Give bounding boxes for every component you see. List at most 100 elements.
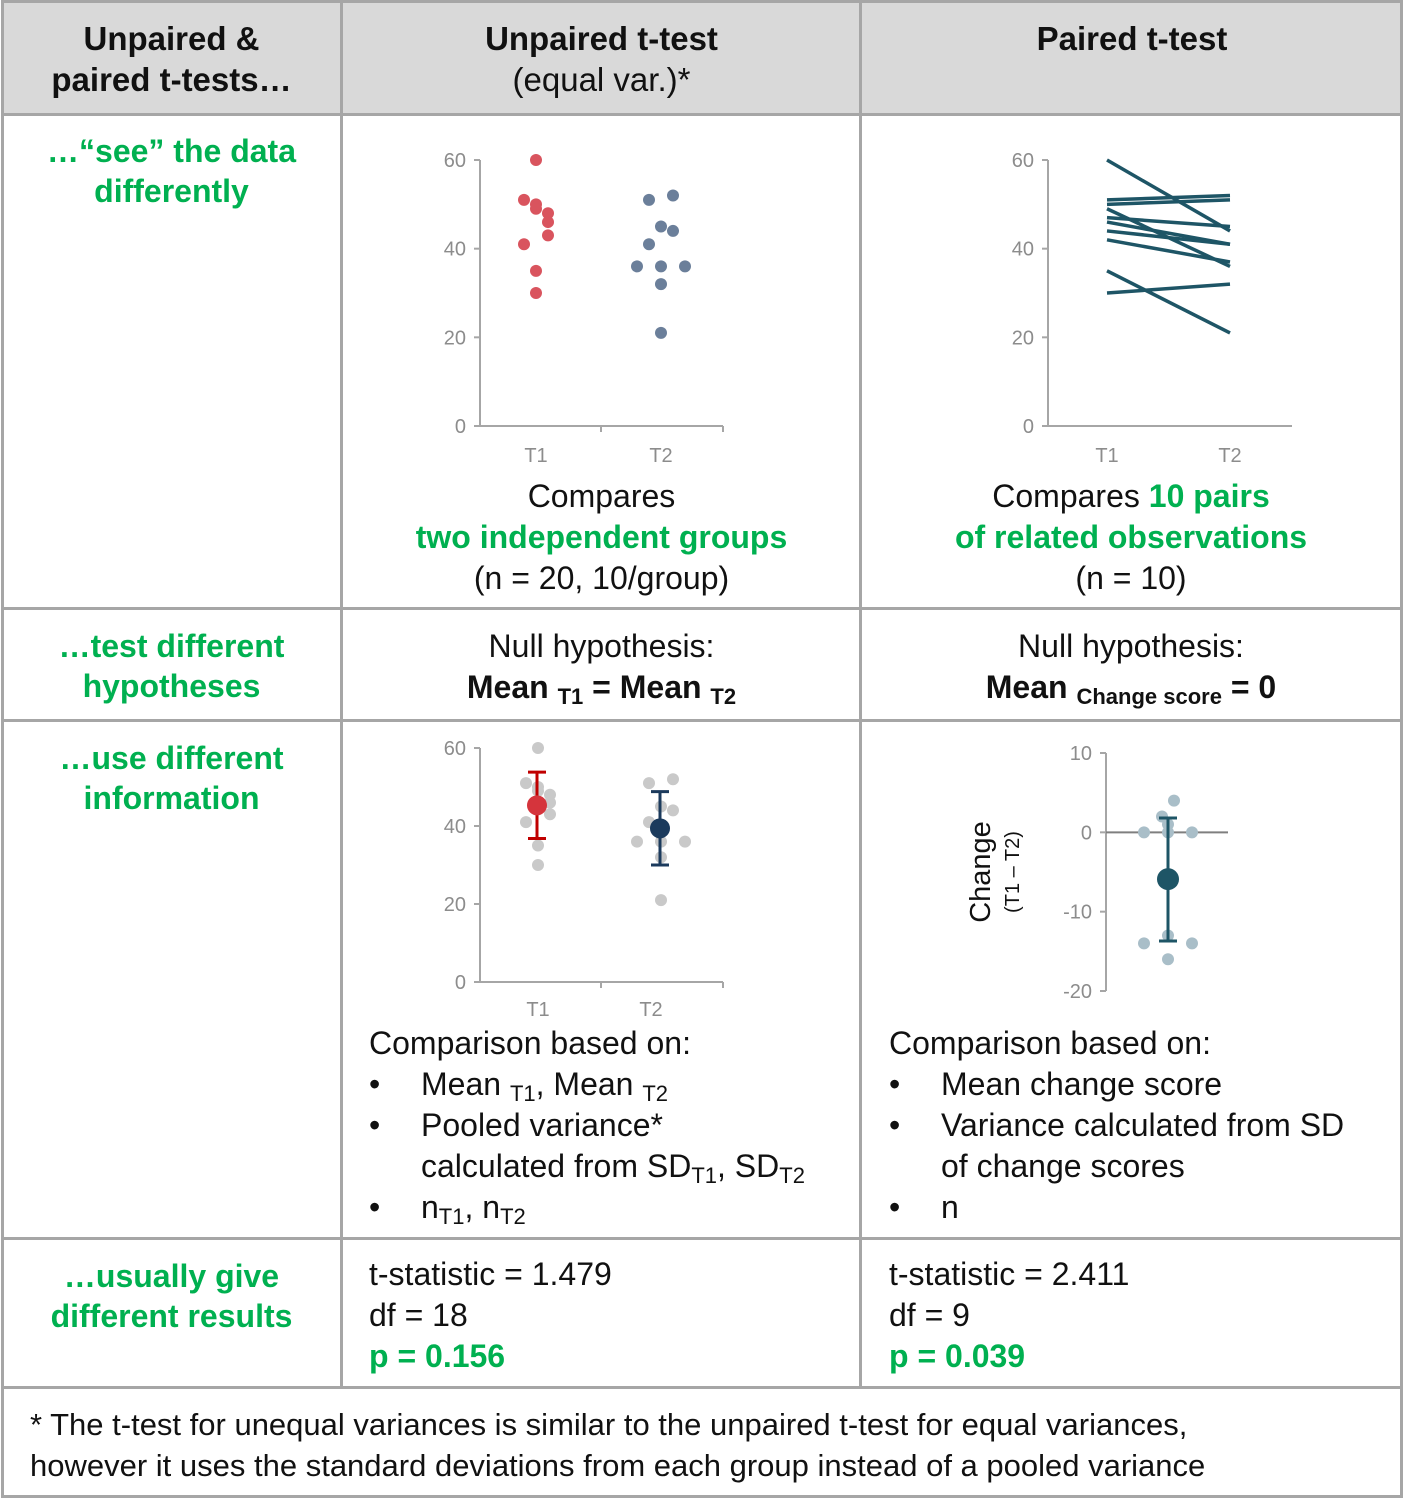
basis-n-a: n (421, 1189, 439, 1225)
data-point (667, 804, 679, 817)
pair-line (1106, 229, 1231, 246)
divider-row2 (3, 719, 1401, 722)
unpaired-basis-list: • Mean T1, Mean T2 • Pooled variance* ca… (369, 1064, 849, 1228)
data-point (679, 835, 691, 848)
x-tick-label: T1 (1095, 445, 1118, 467)
footnote-line1: * The t-test for unequal variances is si… (30, 1407, 1188, 1442)
y-tick-label: 10 (1070, 743, 1092, 765)
header-col2-title: Unpaired t-test (485, 20, 718, 57)
pair-line (1106, 215, 1231, 229)
divider-col1 (340, 0, 343, 1389)
paired-null-label: Null hypothesis: (1018, 628, 1244, 664)
paired-basis-item-1: • Mean change score (889, 1064, 1394, 1105)
bullet-icon: • (889, 1066, 901, 1102)
y-tick-label: -20 (1063, 981, 1092, 1003)
row-label-results-line1: …usually give (63, 1258, 280, 1294)
basis-sd-b-sub: T2 (779, 1163, 805, 1188)
basis-sd-b: SD (734, 1148, 780, 1184)
data-point (631, 835, 643, 848)
header-col2: Unpaired t-test (equal var.)* (343, 18, 860, 100)
paired-basis-n: n (941, 1189, 959, 1225)
basis-sep-2: , (717, 1148, 735, 1184)
y-tick-label: 0 (455, 972, 466, 994)
basis-pooled-variance: Pooled variance* (421, 1107, 663, 1143)
paired-basis-list: • Mean change score • Variance calculate… (889, 1064, 1394, 1228)
unpaired-t-statistic: t-statistic = 1.479 (369, 1256, 612, 1292)
pair-line (1106, 158, 1231, 233)
data-point (655, 260, 667, 273)
mean-point (1157, 868, 1179, 891)
data-point (1186, 826, 1198, 839)
y-tick-label: 0 (1023, 416, 1034, 438)
basis-n-a-sub: T1 (438, 1204, 465, 1229)
unpaired-null-equation: Mean T1 = Mean T2 (343, 667, 860, 708)
basis-sep-1: , (535, 1066, 554, 1102)
basis-calculated-from: calculated from SDT1, SDT2 (421, 1146, 849, 1187)
data-point (544, 796, 556, 809)
footnote: * The t-test for unequal variances is si… (30, 1404, 1205, 1486)
data-point (518, 193, 530, 206)
y-tick-label: 20 (444, 894, 466, 916)
y-tick-label: 40 (1012, 239, 1034, 261)
null-eq-equals: = (592, 669, 611, 705)
pair-line (1106, 282, 1231, 295)
row-label-hyp-line2: hypotheses (82, 668, 261, 704)
unpaired-null-block: Null hypothesis: Mean T1 = Mean T2 (343, 626, 860, 708)
row-label-hyp-line1: …test different (58, 628, 285, 664)
data-point (530, 287, 542, 299)
pair-line (1106, 198, 1231, 207)
paired-basis-of-change: of change scores (941, 1148, 1185, 1184)
y-tick-label: 20 (1012, 327, 1034, 349)
unpaired-compares-block: Compares two independent groups (n = 20,… (343, 476, 860, 599)
paired-compares-related: of related observations (954, 519, 1308, 555)
x-tick-label: T2 (639, 999, 662, 1021)
paired-null-equals: = 0 (1230, 669, 1277, 705)
paired-null-block: Null hypothesis: Mean Change score = 0 (862, 626, 1400, 708)
mean-point (527, 795, 547, 816)
change-score-chart: 10 0 -10 -20 Change (T1 – T2) (965, 743, 1228, 1003)
data-point (655, 894, 667, 907)
data-point (667, 224, 679, 237)
y-tick-label: 40 (444, 239, 466, 261)
bullet-icon: • (369, 1107, 381, 1143)
data-point (1168, 794, 1180, 807)
border-right (1400, 0, 1403, 1498)
y-tick-label: 60 (444, 150, 466, 172)
unpaired-n-text: (n = 20, 10/group) (473, 560, 730, 596)
paired-t-statistic: t-statistic = 2.411 (889, 1256, 1130, 1292)
data-point (643, 777, 655, 790)
unpaired-scatter-chart: 0 20 40 60 T1 T2 (444, 150, 724, 467)
data-point (655, 220, 667, 233)
paired-p-value: p = 0.039 (889, 1338, 1026, 1374)
y-tick-label: 60 (444, 738, 466, 760)
data-point (655, 278, 667, 291)
unpaired-basis-title: Comparison based on: (369, 1025, 691, 1061)
data-point (542, 207, 554, 220)
data-point (542, 229, 554, 242)
border-left (1, 0, 4, 1498)
paired-null-mean: Mean (985, 669, 1068, 705)
null-eq-mean-b: Mean (619, 669, 702, 705)
divider-col2 (859, 0, 862, 1389)
unpaired-compares-text: Compares (527, 478, 676, 514)
data-point (530, 154, 542, 166)
y-tick-label: 20 (444, 327, 466, 349)
data-point (520, 777, 532, 790)
basis-mean-b: Mean (553, 1066, 634, 1102)
y-axis-label: Change (965, 821, 997, 923)
x-tick-label: T1 (526, 999, 549, 1021)
y-tick-label: 0 (1081, 822, 1092, 844)
paired-lines-chart: 0 20 40 60 T1 T2 (1012, 150, 1292, 467)
row-label-info-line2: information (83, 780, 260, 816)
data-point (1162, 953, 1174, 966)
pair-line (1106, 269, 1231, 335)
data-point (631, 260, 643, 273)
basis-sd-a-sub: T1 (691, 1163, 718, 1188)
divider-row1 (3, 607, 1401, 610)
paired-results: t-statistic = 2.411 df = 9 p = 0.039 (889, 1254, 1129, 1377)
data-point (667, 189, 679, 202)
unpaired-p-value: p = 0.156 (369, 1338, 506, 1374)
x-tick-label: T2 (649, 445, 672, 467)
border-top (3, 0, 1401, 3)
unpaired-basis-item-1: • Mean T1, Mean T2 (369, 1064, 849, 1105)
